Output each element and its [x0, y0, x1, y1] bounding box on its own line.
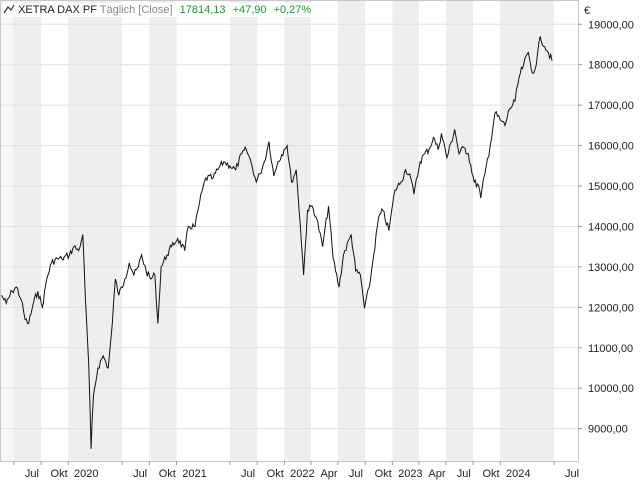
instrument-name: XETRA DAX PF	[18, 4, 97, 16]
x-tick-label: Apr	[320, 468, 337, 480]
x-tick-label: Apr	[428, 468, 445, 480]
x-tick-label: Okt	[375, 468, 392, 480]
y-tick-label: 15000,00	[588, 181, 634, 193]
y-tick-label: 9000,00	[588, 424, 628, 436]
y-tick-label: 13000,00	[588, 262, 634, 274]
quarter-band	[230, 0, 258, 461]
y-axis: 9000,00 10000,00 11000,00 12000,00 13000,00 1…	[578, 19, 634, 436]
change-value: +47,90	[232, 4, 267, 16]
y-tick-label: 12000,00	[588, 302, 634, 314]
y-axis-unit-label: €	[584, 5, 590, 17]
x-tick-label: Okt	[51, 468, 68, 480]
x-tick-label: Jul	[349, 468, 363, 480]
quarter-band	[13, 0, 42, 461]
x-tick-label: Jul	[241, 468, 255, 480]
y-tick-label: 14000,00	[588, 221, 634, 233]
x-tick-label: Jul	[133, 468, 147, 480]
change-percent: +0,27%	[273, 4, 312, 16]
x-tick-label: 2023	[398, 468, 422, 480]
x-tick-label: 2024	[506, 468, 530, 480]
quarter-bands	[0, 0, 555, 461]
quarter-band	[284, 0, 312, 461]
chart-mode: Täglich [Close]	[99, 4, 173, 16]
line-chart-icon	[3, 4, 18, 16]
grid-lines	[0, 23, 578, 430]
y-tick-label: 16000,00	[588, 141, 634, 153]
x-tick-label: Okt	[267, 468, 284, 480]
y-tick-label: 10000,00	[588, 383, 634, 395]
x-tick-label: Okt	[482, 468, 499, 480]
quarter-band	[0, 0, 14, 461]
x-tick-label: Jul	[25, 468, 39, 480]
x-tick-label: 2020	[74, 468, 98, 480]
x-axis: Jul Okt 2020 Jul Okt 2021 Jul Okt 2022 Apr Jul Okt 2…	[13, 461, 579, 480]
y-tick-label: 17000,00	[588, 100, 634, 112]
quarter-band	[500, 0, 555, 461]
x-tick-label: 2022	[290, 468, 314, 480]
plot-frame	[0, 0, 579, 462]
x-tick-label: 2021	[182, 468, 206, 480]
quarter-band	[68, 0, 123, 461]
price-series-line	[1, 36, 553, 449]
chart-header: XETRA DAX PF Täglich [Close] 17814,13 +4…	[3, 3, 315, 17]
quarter-band	[392, 0, 419, 461]
quarter-band	[149, 0, 177, 461]
last-price: 17814,13	[179, 4, 226, 16]
quarter-band	[445, 0, 474, 461]
x-tick-label: Jul	[457, 468, 471, 480]
quarter-band	[337, 0, 366, 461]
y-tick-label: 18000,00	[588, 60, 634, 72]
x-tick-label: Jul	[565, 468, 579, 480]
y-tick-label: 11000,00	[588, 343, 633, 355]
y-tick-label: 19000,00	[588, 19, 634, 31]
x-tick-label: Okt	[159, 468, 176, 480]
